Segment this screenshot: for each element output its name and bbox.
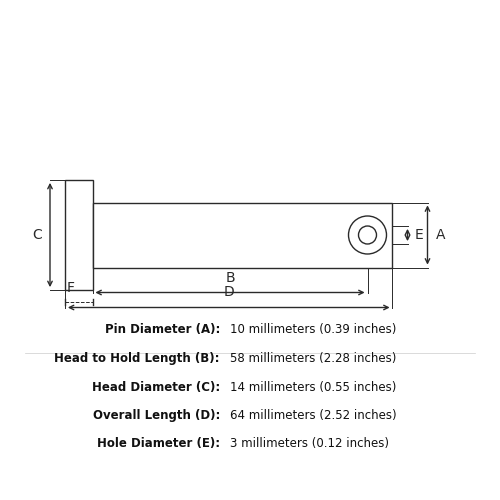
Text: 58 millimeters (2.28 inches): 58 millimeters (2.28 inches): [230, 352, 396, 365]
Text: D: D: [224, 286, 234, 300]
Circle shape: [348, 216, 387, 254]
Text: Head Diameter (C):: Head Diameter (C):: [92, 380, 220, 394]
Text: 10 millimeters (0.39 inches): 10 millimeters (0.39 inches): [230, 324, 396, 336]
Text: E: E: [414, 228, 423, 242]
Bar: [65, 180, 92, 290]
Circle shape: [358, 226, 376, 244]
Text: F: F: [66, 280, 74, 294]
Text: 14 millimeters (0.55 inches): 14 millimeters (0.55 inches): [230, 380, 396, 394]
Text: Pin Diameter (A):: Pin Diameter (A):: [104, 324, 220, 336]
Text: Hole Diameter (E):: Hole Diameter (E):: [97, 438, 220, 450]
Bar: [92, 202, 393, 268]
Text: C: C: [32, 228, 42, 242]
Text: 64 millimeters (2.52 inches): 64 millimeters (2.52 inches): [230, 409, 396, 422]
Text: A: A: [436, 228, 445, 242]
Text: 3 millimeters (0.12 inches): 3 millimeters (0.12 inches): [230, 438, 389, 450]
Text: Head to Hold Length (B):: Head to Hold Length (B):: [54, 352, 220, 365]
Text: B: B: [225, 271, 235, 285]
Text: Overall Length (D):: Overall Length (D):: [92, 409, 220, 422]
